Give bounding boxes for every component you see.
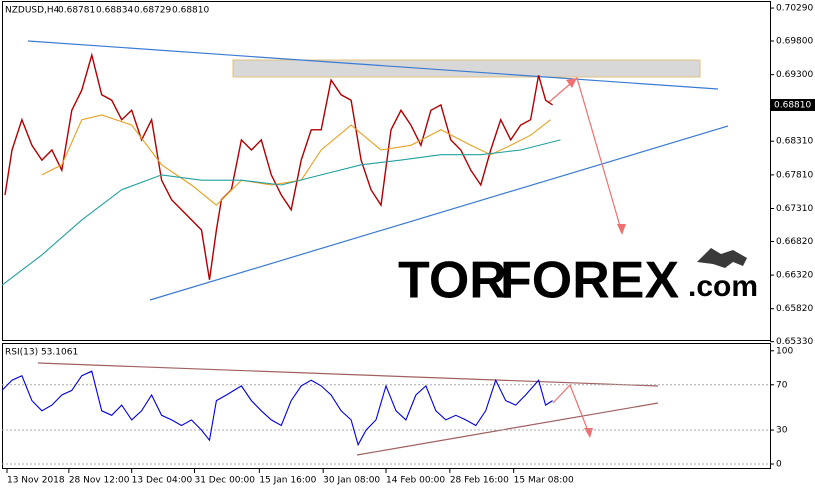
last-price: 0.68810 <box>774 101 811 111</box>
y-tick-label: 0.67310 <box>776 204 813 214</box>
y-tick-label: 0.70290 <box>776 4 813 14</box>
main-panel <box>2 1 771 341</box>
y-tick-label: 0 <box>776 460 782 470</box>
watermark-com: .com <box>688 270 758 303</box>
rsi-trend-line <box>37 362 659 387</box>
last-price-tag <box>771 99 815 111</box>
y-tick-label: 30 <box>776 426 788 436</box>
y-tick-label: 0.65820 <box>776 304 813 314</box>
y-tick-label: 100 <box>776 346 793 356</box>
x-tick-label: 15 Jan 16:00 <box>259 476 316 486</box>
y-tick-label: 0.69800 <box>776 37 813 47</box>
y-tick-label: 70 <box>776 380 788 390</box>
watermark-forex: FOREX <box>500 252 679 310</box>
arrow-head <box>617 224 626 235</box>
watermark-tor: TOR <box>398 252 507 310</box>
rsi-title: RSI(13) 53.1061 <box>5 348 78 358</box>
x-tick-label: 28 Feb 16:00 <box>450 476 509 486</box>
x-tick-label: 15 Mar 08:00 <box>514 476 574 486</box>
x-tick-label: 14 Feb 00:00 <box>386 476 445 486</box>
x-tick-label: 30 Jan 08:00 <box>323 476 380 486</box>
x-tick-label: 13 Dec 04:00 <box>132 476 193 486</box>
rsi-trend-line <box>356 402 659 456</box>
y-tick-label: 0.66320 <box>776 271 813 281</box>
x-tick-label: 13 Nov 2018 <box>7 476 65 486</box>
rsi-panel <box>2 343 771 469</box>
trend-line <box>27 40 719 90</box>
x-tick-label: 28 Nov 12:00 <box>69 476 130 486</box>
y-tick-label: 0.65330 <box>776 337 813 347</box>
quote-close: 0.68810 <box>172 6 209 16</box>
symbol: NZDUSD,H4 <box>5 6 60 16</box>
quote-high: 0.68834 <box>96 6 133 16</box>
series-line <box>1 370 553 447</box>
series-line <box>1 139 561 286</box>
resistance-zone <box>232 59 701 78</box>
quote-low: 0.68729 <box>134 6 171 16</box>
y-tick-label: 0.66820 <box>776 237 813 247</box>
arrow-head <box>566 78 577 88</box>
trend-line <box>149 125 729 301</box>
quote-open: 0.68781 <box>58 6 95 16</box>
x-tick-label: 31 Dec 00:00 <box>194 476 255 486</box>
bull-logo <box>697 248 747 268</box>
y-tick-label: 0.68310 <box>776 137 813 147</box>
y-tick-label: 0.67810 <box>776 170 813 180</box>
y-tick-label: 0.69300 <box>776 70 813 80</box>
